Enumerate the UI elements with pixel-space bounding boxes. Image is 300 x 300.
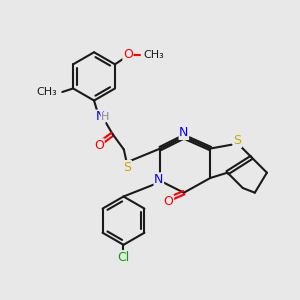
Text: H: H xyxy=(101,112,109,122)
Text: N: N xyxy=(179,126,188,140)
Text: S: S xyxy=(233,134,242,147)
Text: N: N xyxy=(154,173,164,186)
Text: O: O xyxy=(164,195,173,208)
Text: O: O xyxy=(94,139,104,152)
Text: O: O xyxy=(123,48,133,61)
Text: CH₃: CH₃ xyxy=(143,50,164,60)
Text: S: S xyxy=(123,160,131,174)
Text: N: N xyxy=(96,110,105,123)
Text: CH₃: CH₃ xyxy=(37,87,57,97)
Text: Cl: Cl xyxy=(117,251,130,264)
